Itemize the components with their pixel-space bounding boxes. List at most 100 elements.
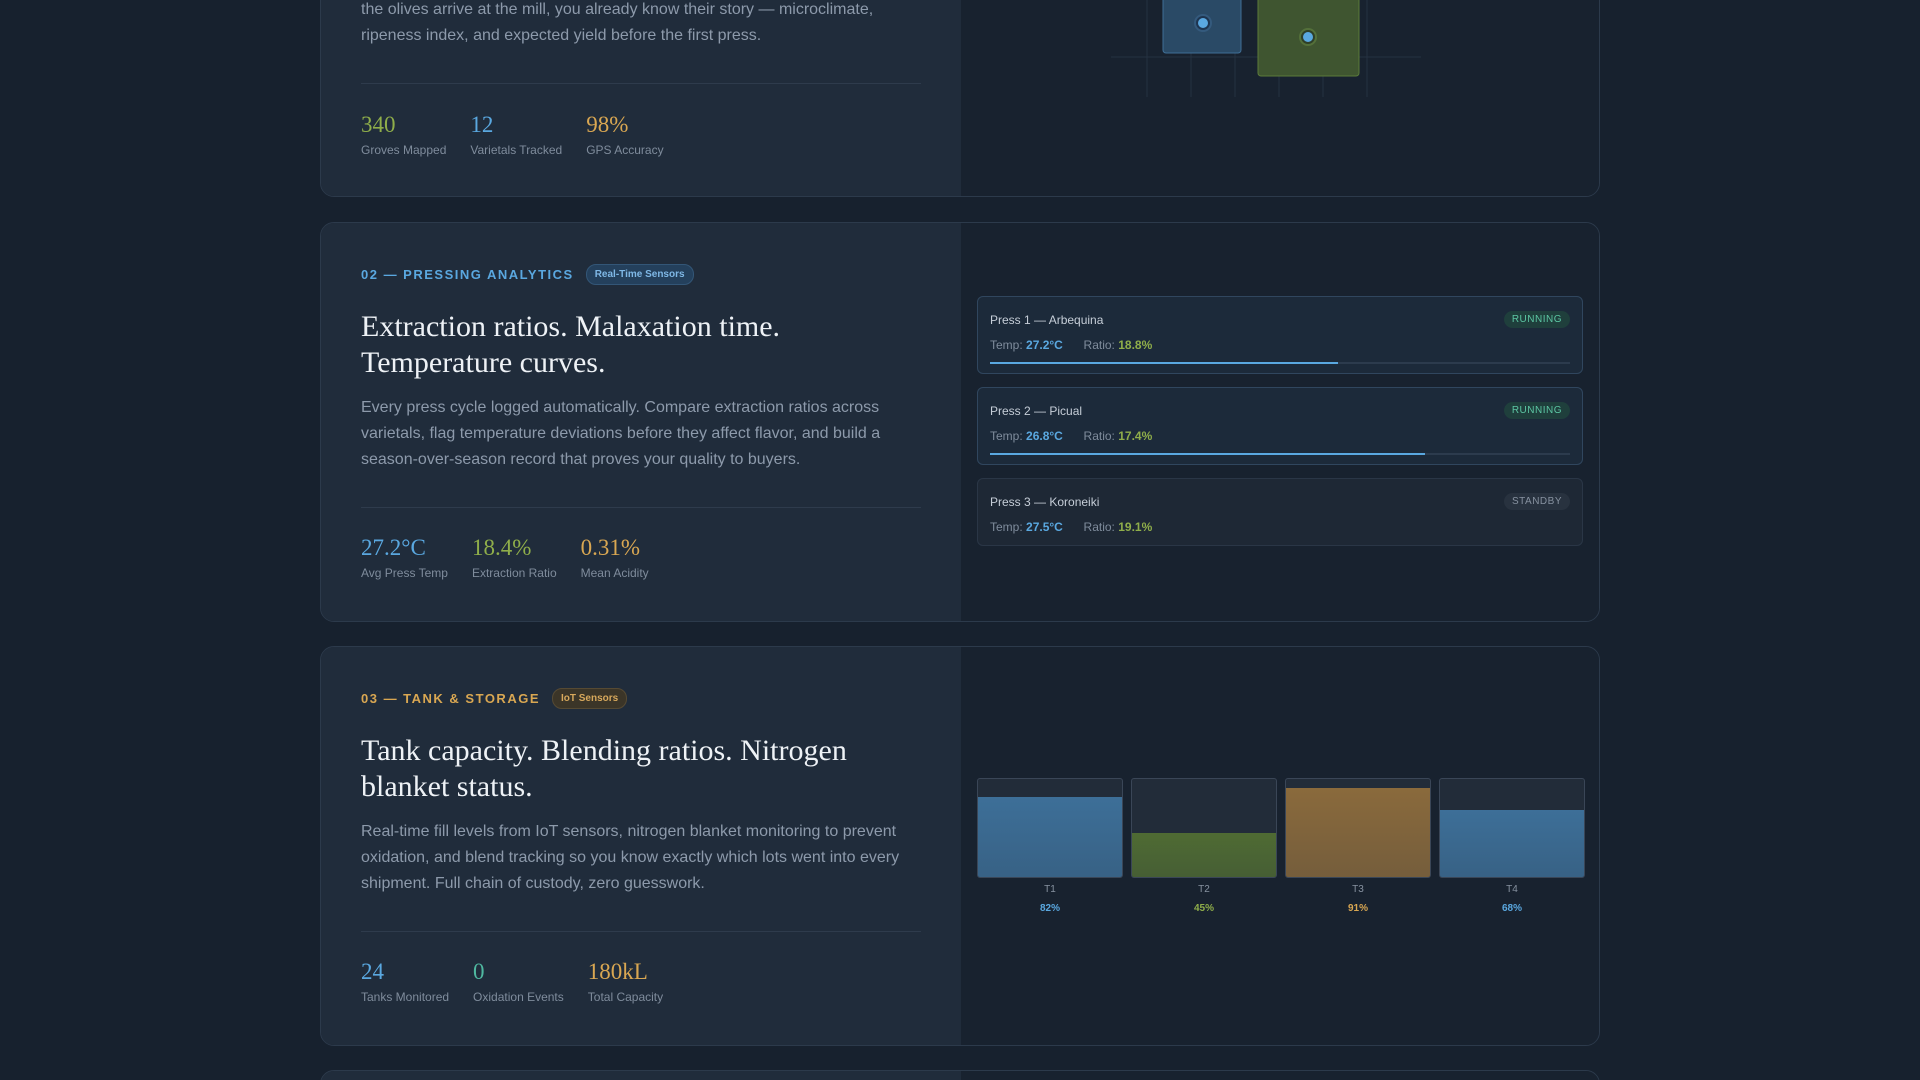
- press-monitor-panel: Press 1 — Arbequina RUNNING Temp: 27.2°C…: [961, 223, 1599, 621]
- stat-label: Mean Acidity: [580, 566, 649, 580]
- tank-name: T3: [1352, 884, 1364, 895]
- stat-value: 340: [361, 112, 396, 137]
- tank-name: T2: [1198, 884, 1210, 895]
- tank-gauge: [1439, 778, 1585, 878]
- section-3-headline: Tank capacity. Blending ratios. Nitrogen…: [361, 734, 847, 803]
- tank-name: T4: [1506, 884, 1518, 895]
- tank-percent: 91%: [1347, 903, 1368, 914]
- section-1-divider: [361, 83, 921, 84]
- section-2-eyebrow-label: 02 — PRESSING ANALYTICS: [361, 267, 574, 282]
- stat-value: 18.4%: [471, 535, 532, 560]
- stat-label: Varietals Tracked: [470, 143, 563, 157]
- tank-percent: 45%: [1193, 903, 1214, 914]
- stat-label: Extraction Ratio: [471, 566, 557, 580]
- ratio-label: Ratio:: [1083, 338, 1115, 352]
- section-3-divider: [361, 931, 921, 932]
- section-3-body: Real-time fill levels from IoT sensors, …: [361, 823, 900, 892]
- tank-percent: 82%: [1039, 903, 1060, 914]
- section-1-body: the olives arrive at the mill, you alrea…: [361, 1, 874, 44]
- tank-t4[interactable]: T4 68%: [1439, 778, 1585, 914]
- section-1-text: the olives arrive at the mill, you alrea…: [321, 0, 961, 196]
- section-3-eyebrow: 03 — TANK & STORAGE IoT Sensors: [361, 688, 628, 709]
- stat-avg-press-temp: 27.2°C Avg Press Temp: [361, 534, 448, 580]
- stat-tanks-monitored: 24 Tanks Monitored: [361, 958, 449, 1004]
- tank-gauge: [1131, 778, 1277, 878]
- stat-label: Groves Mapped: [361, 143, 447, 157]
- section-2-eyebrow: 02 — PRESSING ANALYTICS Real-Time Sensor…: [361, 264, 694, 285]
- temp-value: 27.2°C: [1026, 338, 1063, 352]
- section-4-card: [320, 1070, 1600, 1080]
- ratio-value: 18.8%: [1118, 338, 1153, 352]
- section-3-text: 03 — TANK & STORAGE IoT Sensors Tank cap…: [321, 647, 961, 1045]
- section-2-headline: Extraction ratios. Malaxation time. Temp…: [361, 310, 781, 379]
- section-tank-storage: 03 — TANK & STORAGE IoT Sensors Tank cap…: [320, 646, 1600, 1046]
- stat-varietals-tracked: 12 Varietals Tracked: [470, 111, 562, 157]
- real-time-sensors-badge: Real-Time Sensors: [585, 264, 694, 285]
- section-2-body: Every press cycle logged automatically. …: [361, 399, 881, 468]
- stat-label: Tanks Monitored: [361, 990, 450, 1004]
- stat-extraction-ratio: 18.4% Extraction Ratio: [472, 534, 557, 580]
- stat-label: Avg Press Temp: [361, 566, 448, 580]
- stat-value: 98%: [586, 112, 629, 137]
- temp-value: 27.5°C: [1026, 520, 1063, 534]
- press-name: Press 1 — Arbequina: [990, 312, 1104, 327]
- stat-groves-mapped: 340 Groves Mapped: [361, 111, 446, 157]
- press-progress-bar: [990, 453, 1570, 455]
- grove-map-canvas: [1111, 0, 1421, 97]
- stat-label: Total Capacity: [587, 990, 664, 1004]
- tank-t1[interactable]: T1 82%: [977, 778, 1123, 914]
- grove-map[interactable]: [961, 0, 1599, 196]
- tank-level-fill: [1440, 810, 1584, 877]
- press-metrics: Temp: 27.2°C Ratio: 18.8%: [990, 338, 1570, 352]
- tank-name: T1: [1044, 884, 1056, 895]
- status-badge: RUNNING: [1503, 402, 1570, 419]
- tank-level-fill: [978, 796, 1122, 877]
- press-progress-bar: [990, 362, 1570, 364]
- section-1-stats: 340 Groves Mapped 12 Varietals Tracked 9…: [361, 111, 664, 157]
- ratio-label: Ratio:: [1083, 429, 1115, 443]
- section-2-stats: 27.2°C Avg Press Temp 18.4% Extraction R…: [361, 534, 649, 580]
- section-pressing-analytics: 02 — PRESSING ANALYTICS Real-Time Sensor…: [320, 222, 1600, 622]
- ratio-value: 19.1%: [1118, 520, 1153, 534]
- press-progress-fill: [990, 362, 1338, 364]
- ratio-value: 17.4%: [1118, 429, 1153, 443]
- section-3-eyebrow-label: 03 — TANK & STORAGE: [361, 691, 540, 706]
- press-row-3[interactable]: Press 3 — Koroneiki STANDBY Temp: 27.5°C…: [977, 478, 1583, 546]
- stat-value: 180kL: [587, 959, 648, 984]
- tank-t3[interactable]: T3 91%: [1285, 778, 1431, 914]
- stat-label: GPS Accuracy: [586, 143, 664, 157]
- stat-value: 0.31%: [580, 535, 641, 560]
- tank-level-fill: [1132, 832, 1276, 877]
- stat-mean-acidity: 0.31% Mean Acidity: [581, 534, 649, 580]
- ratio-label: Ratio:: [1083, 520, 1115, 534]
- stat-gps-accuracy: 98% GPS Accuracy: [586, 111, 663, 157]
- press-row-2[interactable]: Press 2 — Picual RUNNING Temp: 26.8°C Ra…: [977, 387, 1583, 465]
- stat-value: 0: [473, 959, 485, 984]
- stat-oxidation-events: 0 Oxidation Events: [473, 958, 564, 1004]
- section-2-divider: [361, 507, 921, 508]
- press-name: Press 3 — Koroneiki: [990, 494, 1100, 509]
- press-row-1[interactable]: Press 1 — Arbequina RUNNING Temp: 27.2°C…: [977, 296, 1583, 374]
- section-2-text: 02 — PRESSING ANALYTICS Real-Time Sensor…: [321, 223, 961, 621]
- temp-label: Temp:: [990, 338, 1023, 352]
- tank-percent: 68%: [1501, 903, 1522, 914]
- tank-t2[interactable]: T2 45%: [1131, 778, 1277, 914]
- tank-levels-panel: T1 82% T2 45% T3 91% T4: [961, 647, 1599, 1045]
- press-metrics: Temp: 27.5°C Ratio: 19.1%: [990, 520, 1570, 534]
- stat-value: 27.2°C: [361, 535, 426, 560]
- tank-gauge: [977, 778, 1123, 878]
- temp-label: Temp:: [990, 429, 1023, 443]
- press-name: Press 2 — Picual: [990, 403, 1083, 418]
- tank-list: T1 82% T2 45% T3 91% T4: [977, 778, 1585, 914]
- temp-value: 26.8°C: [1026, 429, 1063, 443]
- status-badge: RUNNING: [1503, 311, 1570, 328]
- temp-label: Temp:: [990, 520, 1023, 534]
- stat-total-capacity: 180kL Total Capacity: [588, 958, 663, 1004]
- grove-marker-dot: [1198, 18, 1208, 28]
- stat-value: 24: [361, 959, 384, 984]
- press-progress-fill: [990, 453, 1425, 455]
- section-3-stats: 24 Tanks Monitored 0 Oxidation Events 18…: [361, 958, 663, 1004]
- stat-value: 12: [470, 112, 494, 137]
- stat-label: Oxidation Events: [473, 990, 564, 1004]
- tank-level-fill: [1286, 787, 1430, 877]
